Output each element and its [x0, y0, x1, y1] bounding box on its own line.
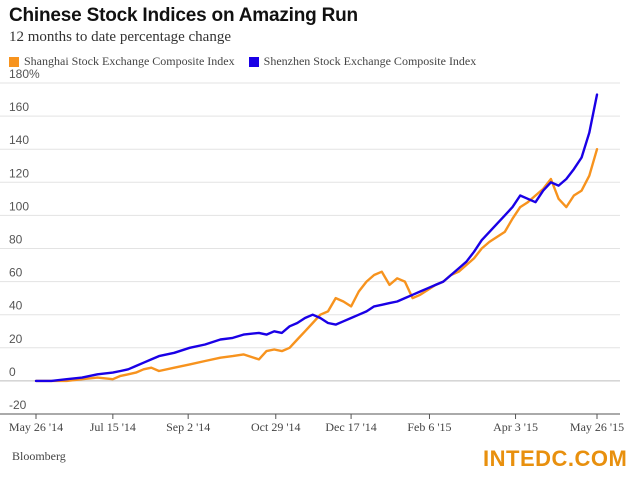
y-tick-label: 20 [9, 332, 23, 346]
source-label: Bloomberg [12, 449, 66, 463]
x-tick-label: Oct 29 '14 [251, 420, 301, 434]
y-tick-label: 80 [9, 233, 23, 247]
legend-swatch-shanghai [9, 56, 19, 67]
x-tick-label: Sep 2 '14 [166, 420, 210, 434]
watermark-logo: INTEDC.COM [483, 446, 628, 471]
y-tick-label: 140 [9, 133, 29, 147]
x-tick-label: Feb 6 '15 [407, 420, 451, 434]
legend-swatch-shenzhen [248, 56, 259, 67]
y-tick-label: 160 [9, 100, 29, 114]
x-tick-label: Dec 17 '14 [325, 420, 376, 434]
legend-label-shenzhen: Shenzhen Stock Exchange Composite Index [263, 54, 477, 68]
x-tick-label: Jul 15 '14 [90, 420, 136, 434]
legend: Shanghai Stock Exchange Composite Index … [9, 54, 490, 69]
series-line-shanghai [34, 147, 599, 383]
y-tick-label: 180% [9, 67, 40, 81]
x-tick-label: May 26 '15 [570, 420, 624, 434]
x-tick-label: May 26 '14 [9, 420, 63, 434]
legend-label-shanghai: Shanghai Stock Exchange Composite Index [24, 54, 235, 68]
legend-item-shenzhen: Shenzhen Stock Exchange Composite Index [248, 54, 477, 69]
legend-item-shanghai: Shanghai Stock Exchange Composite Index [9, 54, 235, 69]
chart-subtitle: 12 months to date percentage change [9, 29, 231, 45]
y-tick-label: 120 [9, 166, 29, 180]
y-tick-label: 0 [9, 365, 16, 379]
y-tick-label: -20 [9, 398, 27, 412]
y-tick-label: 100 [9, 199, 29, 213]
series-line-shenzhen [34, 93, 599, 383]
y-tick-label: 40 [9, 299, 23, 313]
x-tick-label: Apr 3 '15 [493, 420, 538, 434]
chart-title: Chinese Stock Indices on Amazing Run [9, 5, 358, 26]
y-tick-label: 60 [9, 266, 23, 280]
